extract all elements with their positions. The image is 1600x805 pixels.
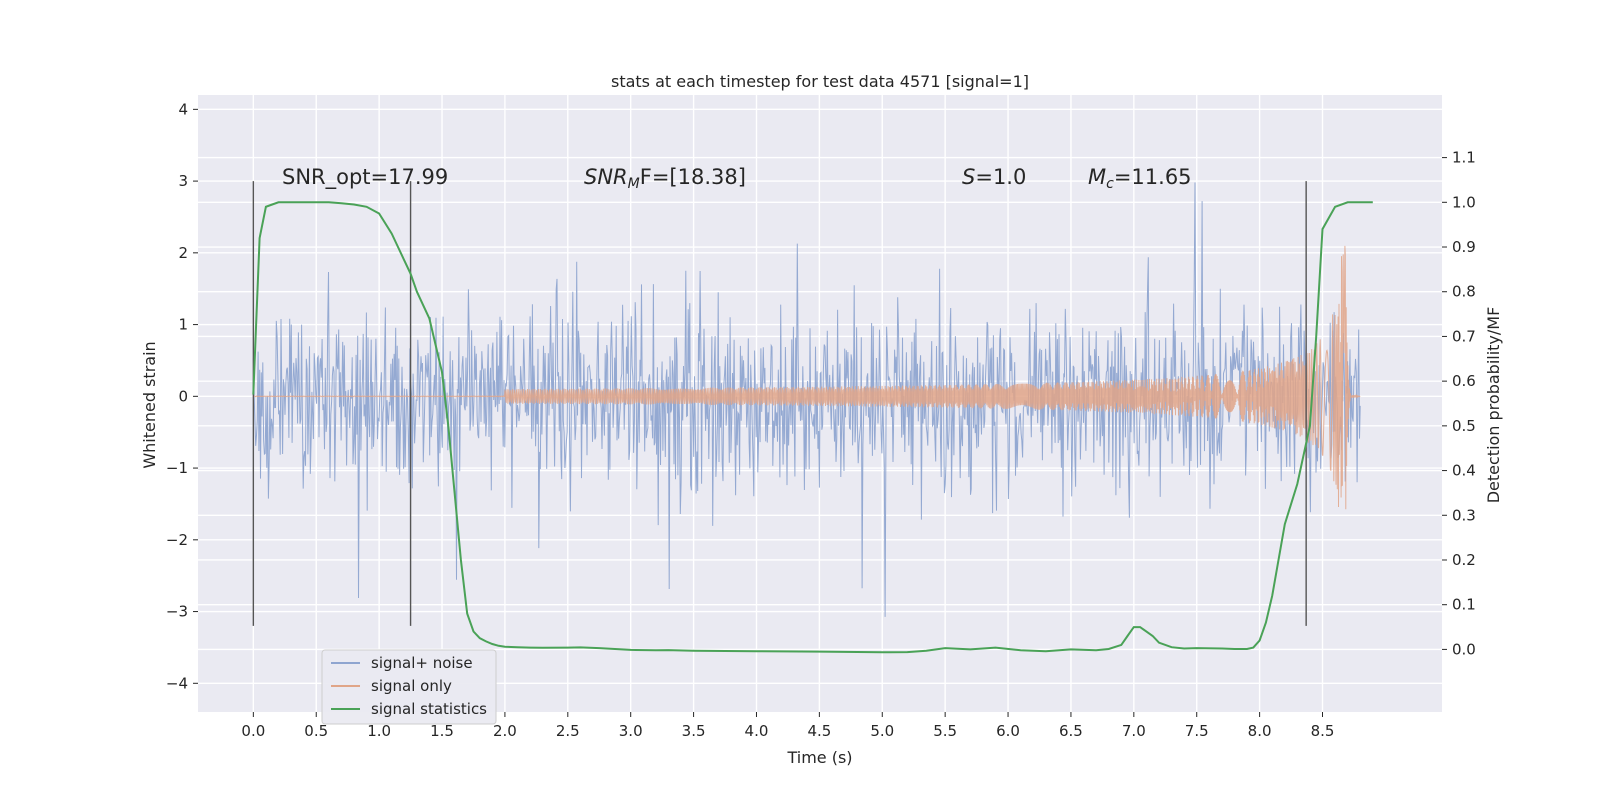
y-right-tick-label: 0.0: [1452, 640, 1476, 658]
y-right-tick-label: 0.8: [1452, 283, 1476, 301]
y-left-tick-label: 0: [178, 387, 188, 405]
x-tick-label: 5.0: [870, 722, 894, 740]
y-right-tick-label: 0.9: [1452, 238, 1476, 256]
y-right-tick-label: 0.6: [1452, 372, 1476, 390]
annotation-s-symbol: S: [962, 165, 975, 189]
y-left-tick-label: 2: [178, 244, 188, 262]
x-tick-label: 7.0: [1122, 722, 1146, 740]
x-tick-label: 1.5: [430, 722, 454, 740]
annotation-mc: Mc=11.65: [1088, 165, 1192, 192]
legend: signal+ noise signal only signal statist…: [321, 649, 497, 725]
series-signal-statistics: [252, 201, 1373, 654]
annotation-snr-mf-tail: F=[18.38]: [640, 165, 746, 189]
signal-statistics-line: [252, 201, 1373, 654]
annotation-s: S=1.0: [962, 165, 1026, 189]
y-right-tick-label: 0.4: [1452, 462, 1476, 480]
x-tick-label: 8.5: [1311, 722, 1335, 740]
y-right-tick-label: 0.7: [1452, 327, 1476, 345]
legend-label-signal-plus-noise: signal+ noise: [371, 654, 473, 672]
x-tick-label: 7.5: [1185, 722, 1209, 740]
annotation-mc-value: =11.65: [1114, 165, 1192, 189]
x-tick-label: 1.0: [367, 722, 391, 740]
axis-ticks: 0.0 0.5 1.0 1.5 2.0 2.5 3.0 3.5 4.0 4.5 5.0 5.5 6.0 6…: [166, 100, 1476, 740]
vertical-markers: [252, 181, 1307, 626]
annotation-snr-mf-sub: M: [628, 176, 640, 192]
y-left-tick-label: −1: [166, 459, 188, 477]
x-tick-label: 0.5: [304, 722, 328, 740]
annotation-s-value: =1.0: [975, 165, 1026, 189]
legend-box: [321, 649, 497, 725]
x-tick-label: 5.5: [933, 722, 957, 740]
y-axis-label-right: Detection probability/MF: [1484, 307, 1503, 504]
y-right-tick-label: 1.0: [1452, 193, 1476, 211]
x-tick-label: 2.0: [493, 722, 517, 740]
y-left-tick-label: −3: [166, 603, 188, 621]
y-axis-label-left: Whitened strain: [140, 341, 159, 468]
x-tick-label: 6.0: [996, 722, 1020, 740]
annotation-snr-mf-main: SNR: [584, 165, 628, 189]
x-tick-label: 3.5: [682, 722, 706, 740]
annotation-snr-opt: SNR_opt=17.99: [282, 165, 448, 190]
signal-only-line: [253, 245, 1361, 510]
y-left-tick-label: 3: [178, 172, 188, 190]
y-left-tick-label: 4: [178, 100, 188, 118]
legend-label-signal-statistics: signal statistics: [371, 700, 487, 718]
y-left-tick-label: −2: [166, 531, 188, 549]
y-right-tick-label: 0.2: [1452, 551, 1476, 569]
y-right-tick-label: 0.1: [1452, 596, 1476, 614]
annotation-snr-mf: SNRMF=[18.38]: [584, 165, 746, 192]
x-tick-label: 3.0: [619, 722, 643, 740]
x-tick-label: 2.5: [556, 722, 580, 740]
y-left-tick-label: −4: [166, 674, 188, 692]
x-tick-label: 4.5: [807, 722, 831, 740]
x-tick-label: 0.0: [241, 722, 265, 740]
x-tick-label: 6.5: [1059, 722, 1083, 740]
legend-label-signal-only: signal only: [371, 677, 452, 695]
chart-title: stats at each timestep for test data 457…: [611, 72, 1029, 91]
y-left-tick-label: 1: [178, 316, 188, 334]
annotation-mc-sub: c: [1106, 176, 1114, 192]
series-signal-only: [253, 245, 1361, 510]
y-right-tick-label: 0.3: [1452, 506, 1476, 524]
annotation-mc-symbol: M: [1088, 165, 1106, 189]
y-right-tick-label: 0.5: [1452, 417, 1476, 435]
x-tick-label: 4.0: [745, 722, 769, 740]
x-tick-label: 8.0: [1248, 722, 1272, 740]
y-right-tick-label: 1.1: [1452, 149, 1476, 167]
x-axis-label: Time (s): [786, 748, 852, 767]
